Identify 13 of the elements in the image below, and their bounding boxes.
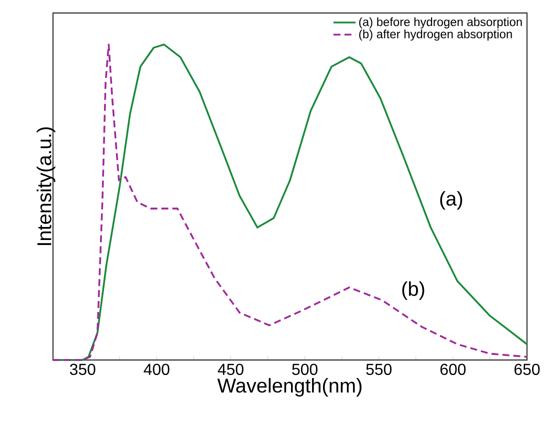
x-tick-label: 550 <box>366 364 392 376</box>
x-tick-label: 650 <box>514 364 540 376</box>
x-tick-label: 350 <box>70 364 96 376</box>
legend-label: (b) after hydrogen absorption <box>359 30 512 41</box>
x-tick-label: 600 <box>440 364 466 376</box>
annotation: (a) <box>440 191 462 210</box>
annotation: (b) <box>402 281 424 300</box>
x-tick-label: 400 <box>144 364 170 376</box>
x-axis-title: Wavelength(nm) <box>217 378 362 397</box>
x-tick-label: 500 <box>292 364 318 376</box>
y-axis-title: Intensity(a.u.) <box>36 127 56 246</box>
legend-label: (a) before hydrogen absorption <box>359 17 522 29</box>
x-tick-label: 450 <box>218 364 244 376</box>
